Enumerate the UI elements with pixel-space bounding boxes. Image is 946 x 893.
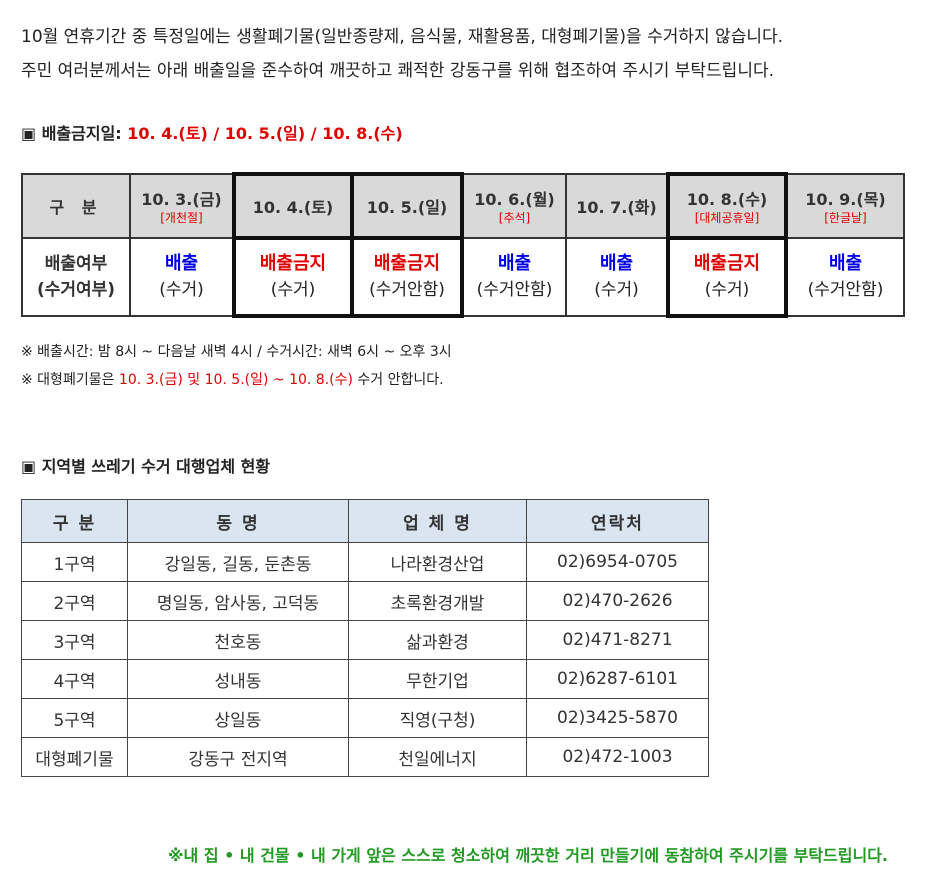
note-disposal-time: ※ 배출시간: 밤 8시 ~ 다음날 새벽 4시 / 수거시간: 새벽 6시 ~…	[21, 344, 452, 360]
day-status: 배출 (수거안함)	[785, 237, 905, 317]
day-status: 배출 (수거)	[129, 237, 235, 317]
intro-text: 10월 연휴기간 중 특정일에는 생활폐기물(일반종량제, 음식물, 재활용품,…	[21, 20, 783, 88]
table-cell: 강동구 전지역	[127, 737, 349, 777]
table-row: 대형폐기물 강동구 전지역 천일에너지 02)472-1003	[21, 737, 709, 777]
table-cell: 1구역	[21, 542, 128, 582]
vendor-header-row: 구 분 동 명 업 체 명 연락처	[21, 499, 709, 543]
table-cell: 나라환경산업	[348, 542, 527, 582]
note-bulky-waste: ※ 대형폐기물은 10. 3.(금) 및 10. 5.(일) ~ 10. 8.(…	[21, 372, 444, 388]
table-cell: 02)3425-5870	[526, 698, 709, 738]
table-cell: 강일동, 길동, 둔촌동	[127, 542, 349, 582]
vendor-header-cell: 연락처	[526, 499, 709, 543]
table-cell: 2구역	[21, 581, 128, 621]
table-cell: 5구역	[21, 698, 128, 738]
footer-message-container: ※내 집 • 내 건물 • 내 가게 앞은 스스로 청소하여 깨끗한 거리 만들…	[0, 842, 946, 866]
table-cell: 02)6287-6101	[526, 659, 709, 699]
vendor-header-cell: 동 명	[127, 499, 349, 543]
table-row: 5구역 상일동 직영(구청) 02)3425-5870	[21, 698, 709, 738]
intro-line-2: 주민 여러분께서는 아래 배출일을 준수하여 깨끗하고 쾌적한 강동구를 위해 …	[21, 61, 775, 81]
section-bullet-icon: ▣	[21, 457, 37, 476]
section-bullet-icon: ▣	[21, 124, 37, 143]
vendor-table: 구 분 동 명 업 체 명 연락처 1구역 강일동, 길동, 둔촌동 나라환경산…	[21, 499, 709, 777]
day-status: 배출금지 (수거안함)	[350, 236, 464, 318]
table-cell: 천일에너지	[348, 737, 527, 777]
section-label: 배출금지일:	[41, 124, 128, 143]
schedule-status-row: 배출여부 (수거여부) 배출 (수거) 배출금지 (수거) 배출금지 (수거안함) 배출…	[21, 236, 905, 318]
section-title-vendors: ▣ 지역별 쓰레기 수거 대행업체 현황	[21, 453, 270, 477]
day-header: 10. 7.(화)	[565, 173, 669, 239]
table-cell: 초록환경개발	[348, 581, 527, 621]
disposal-schedule-table: 구 분 10. 3.(금) [개천절] 10. 4.(토) 10. 5.(일) 1…	[21, 172, 905, 318]
day-header: 10. 6.(월) [추석]	[461, 173, 567, 239]
day-header: 10. 9.(목) [한글날]	[785, 173, 905, 239]
schedule-header-label: 구 분	[21, 173, 131, 239]
table-cell: 성내동	[127, 659, 349, 699]
day-header: 10. 3.(금) [개천절]	[129, 173, 235, 239]
table-cell: 02)471-8271	[526, 620, 709, 660]
schedule-header-row: 구 분 10. 3.(금) [개천절] 10. 4.(토) 10. 5.(일) 1…	[21, 172, 905, 240]
day-header: 10. 5.(일)	[350, 172, 464, 240]
table-row: 4구역 성내동 무한기업 02)6287-6101	[21, 659, 709, 699]
table-cell: 02)6954-0705	[526, 542, 709, 582]
table-row: 3구역 천호동 삶과환경 02)471-8271	[21, 620, 709, 660]
table-cell: 대형폐기물	[21, 737, 128, 777]
vendor-header-cell: 구 분	[21, 499, 128, 543]
section-label: 지역별 쓰레기 수거 대행업체 현황	[41, 457, 271, 476]
table-cell: 삶과환경	[348, 620, 527, 660]
day-header: 10. 4.(토)	[232, 172, 354, 240]
day-status: 배출 (수거안함)	[461, 237, 567, 317]
table-row: 1구역 강일동, 길동, 둔촌동 나라환경산업 02)6954-0705	[21, 542, 709, 582]
day-status: 배출금지 (수거)	[232, 236, 354, 318]
section-title-no-disposal: ▣ 배출금지일: 10. 4.(토) / 10. 5.(일) / 10. 8.(…	[21, 120, 403, 144]
intro-line-1: 10월 연휴기간 중 특정일에는 생활폐기물(일반종량제, 음식물, 재활용품,…	[21, 27, 784, 47]
notes: ※ 배출시간: 밤 8시 ~ 다음날 새벽 4시 / 수거시간: 새벽 6시 ~…	[21, 338, 452, 394]
table-cell: 천호동	[127, 620, 349, 660]
no-disposal-dates: 10. 4.(토) / 10. 5.(일) / 10. 8.(수)	[127, 124, 403, 143]
table-cell: 4구역	[21, 659, 128, 699]
day-status: 배출 (수거)	[565, 237, 669, 317]
table-row: 2구역 명일동, 암사동, 고덕동 초록환경개발 02)470-2626	[21, 581, 709, 621]
table-cell: 3구역	[21, 620, 128, 660]
footer-message: ※내 집 • 내 건물 • 내 가게 앞은 스스로 청소하여 깨끗한 거리 만들…	[167, 846, 888, 865]
table-cell: 무한기업	[348, 659, 527, 699]
vendor-header-cell: 업 체 명	[348, 499, 527, 543]
table-cell: 상일동	[127, 698, 349, 738]
table-cell: 명일동, 암사동, 고덕동	[127, 581, 349, 621]
schedule-row-label: 배출여부 (수거여부)	[21, 237, 131, 317]
table-cell: 직영(구청)	[348, 698, 527, 738]
day-header: 10. 8.(수) [대체공휴일]	[666, 172, 788, 240]
table-cell: 02)472-1003	[526, 737, 709, 777]
day-status: 배출금지 (수거)	[666, 236, 788, 318]
table-cell: 02)470-2626	[526, 581, 709, 621]
